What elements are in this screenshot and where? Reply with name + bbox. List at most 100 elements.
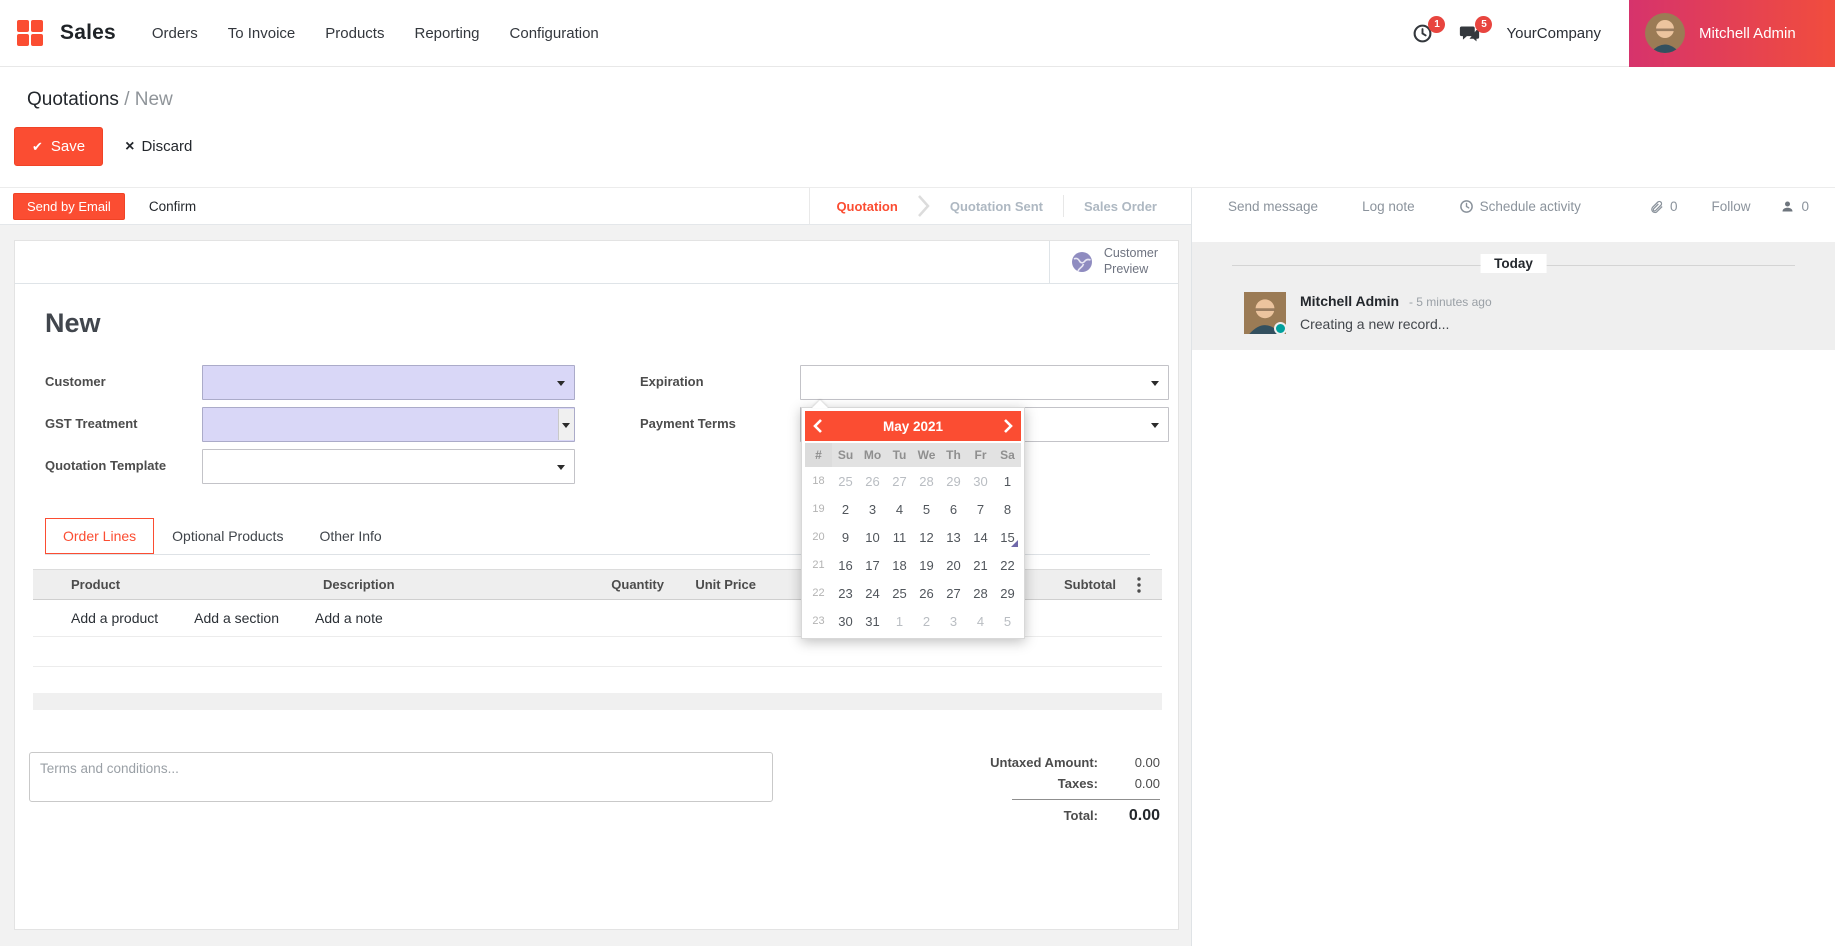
- save-button[interactable]: ✔ Save: [14, 127, 104, 166]
- clock-icon: [1414, 24, 1432, 42]
- send-by-email-button[interactable]: Send by Email: [13, 192, 125, 220]
- calendar-day[interactable]: 21: [973, 557, 988, 573]
- stage-quotation[interactable]: Quotation: [836, 198, 898, 214]
- calendar-day[interactable]: 30: [838, 613, 853, 629]
- calendar-day[interactable]: 14: [973, 529, 988, 545]
- calendar-day[interactable]: 17: [865, 557, 880, 573]
- column-product: Product: [71, 577, 121, 592]
- week-number: 20: [812, 531, 825, 543]
- optional-columns-button[interactable]: [1116, 576, 1162, 593]
- calendar-day[interactable]: 2: [841, 501, 850, 517]
- menu-orders[interactable]: Orders: [151, 24, 198, 42]
- calendar-day[interactable]: 7: [976, 501, 985, 517]
- calendar-day[interactable]: 26: [919, 585, 934, 601]
- customer-preview-button[interactable]: Customer Preview: [1048, 241, 1178, 283]
- calendar-day[interactable]: 24: [865, 585, 880, 601]
- calendar-day-today[interactable]: 15: [994, 523, 1021, 551]
- confirm-button[interactable]: Confirm: [148, 198, 197, 214]
- add-a-product-link[interactable]: Add a product: [71, 610, 159, 626]
- message-author[interactable]: Mitchell Admin: [1300, 293, 1400, 309]
- calendar-day[interactable]: 31: [865, 613, 880, 629]
- week-number: 22: [812, 587, 825, 599]
- calendar-day[interactable]: 11: [892, 529, 907, 545]
- message-body: Creating a new record...: [1300, 316, 1450, 332]
- menu-configuration[interactable]: Configuration: [509, 24, 599, 42]
- calendar-grid: # Su Mo Tu We Th Fr Sa: [805, 443, 1021, 635]
- calendar-day[interactable]: 29: [1000, 585, 1015, 601]
- stage-sales-order[interactable]: Sales Order: [1084, 198, 1157, 214]
- breadcrumb-quotations[interactable]: Quotations: [27, 89, 119, 110]
- gst-treatment-field[interactable]: [202, 407, 575, 442]
- close-icon: ×: [125, 137, 135, 155]
- schedule-activity-button[interactable]: Schedule activity: [1459, 199, 1581, 214]
- calendar-day[interactable]: 27: [892, 473, 907, 489]
- calendar-day[interactable]: 18: [892, 557, 907, 573]
- calendar-day[interactable]: 20: [946, 557, 961, 573]
- calendar-day[interactable]: 3: [949, 613, 958, 629]
- menu-products[interactable]: Products: [325, 24, 385, 42]
- add-a-section-link[interactable]: Add a section: [194, 610, 280, 626]
- calendar-day[interactable]: 26: [865, 473, 880, 489]
- schedule-clock-icon: [1459, 200, 1473, 213]
- expiration-field[interactable]: May 2021 # Su Mo: [800, 365, 1169, 639]
- menu-to-invoice[interactable]: To Invoice: [227, 24, 296, 42]
- online-status-dot: [1274, 322, 1287, 335]
- calendar-day[interactable]: 5: [1003, 613, 1012, 629]
- calendar-day[interactable]: 25: [838, 473, 853, 489]
- activities-button[interactable]: 1: [1412, 15, 1446, 44]
- calendar-day[interactable]: 4: [895, 501, 904, 517]
- datepicker-popup: May 2021 # Su Mo: [801, 407, 1025, 639]
- app-name[interactable]: Sales: [60, 21, 116, 44]
- menu-reporting[interactable]: Reporting: [414, 24, 480, 42]
- calendar-day[interactable]: 8: [1003, 501, 1012, 517]
- calendar-day[interactable]: 22: [1000, 557, 1015, 573]
- calendar-day[interactable]: 2: [922, 613, 931, 629]
- chat-bubble-icon: [1460, 26, 1480, 41]
- stage-quotation-sent[interactable]: Quotation Sent: [949, 198, 1043, 214]
- log-note-button[interactable]: Log note: [1362, 199, 1415, 214]
- follow-button[interactable]: Follow: [1711, 199, 1751, 214]
- add-a-note-link[interactable]: Add a note: [315, 610, 383, 626]
- calendar-day[interactable]: 12: [919, 529, 934, 545]
- calendar-day[interactable]: 25: [892, 585, 907, 601]
- calendar-day[interactable]: 4: [976, 613, 985, 629]
- calendar-day[interactable]: 29: [946, 473, 961, 489]
- calendar-day[interactable]: 28: [919, 473, 934, 489]
- calendar-day[interactable]: 9: [841, 529, 850, 545]
- calendar-day[interactable]: 27: [946, 585, 961, 601]
- calendar-day[interactable]: 16: [838, 557, 853, 573]
- calendar-day[interactable]: 19: [919, 557, 934, 573]
- prev-month-button[interactable]: [813, 419, 822, 433]
- next-month-button[interactable]: [1004, 419, 1013, 433]
- user-menu[interactable]: Mitchell Admin: [1629, 0, 1835, 67]
- calendar-day[interactable]: 3: [868, 501, 877, 517]
- send-message-button[interactable]: Send message: [1228, 199, 1319, 214]
- calendar-day[interactable]: 30: [973, 473, 988, 489]
- terms-and-conditions-input[interactable]: [29, 752, 773, 802]
- tab-other-info[interactable]: Other Info: [319, 528, 382, 544]
- taxes-row: Taxes: 0.00: [1057, 776, 1160, 791]
- calendar-day[interactable]: 28: [973, 585, 988, 601]
- discard-button[interactable]: × Discard: [125, 137, 193, 156]
- day-header: Mo: [859, 443, 886, 467]
- month-year-label[interactable]: May 2021: [882, 418, 944, 434]
- globe-icon: [1071, 252, 1092, 272]
- customer-field[interactable]: [202, 365, 575, 400]
- calendar-day[interactable]: 6: [949, 501, 958, 517]
- messages-button[interactable]: 5: [1459, 15, 1493, 44]
- tab-order-lines[interactable]: Order Lines: [45, 518, 155, 554]
- calendar-day[interactable]: 10: [865, 529, 880, 545]
- apps-grid-icon[interactable]: [16, 19, 44, 47]
- company-switcher[interactable]: YourCompany: [1506, 24, 1601, 42]
- calendar-day[interactable]: 5: [922, 501, 931, 517]
- calendar-day[interactable]: 23: [838, 585, 853, 601]
- followers-button[interactable]: 0: [1780, 199, 1809, 214]
- tab-optional-products[interactable]: Optional Products: [172, 528, 284, 544]
- calendar-day[interactable]: 1: [1003, 473, 1012, 489]
- messages-badge: 5: [1475, 15, 1493, 33]
- calendar-day[interactable]: 13: [946, 529, 961, 545]
- person-icon: [1782, 201, 1793, 212]
- attachments-button[interactable]: 0: [1649, 199, 1677, 214]
- calendar-day[interactable]: 1: [895, 613, 904, 629]
- quotation-template-field[interactable]: [202, 449, 575, 484]
